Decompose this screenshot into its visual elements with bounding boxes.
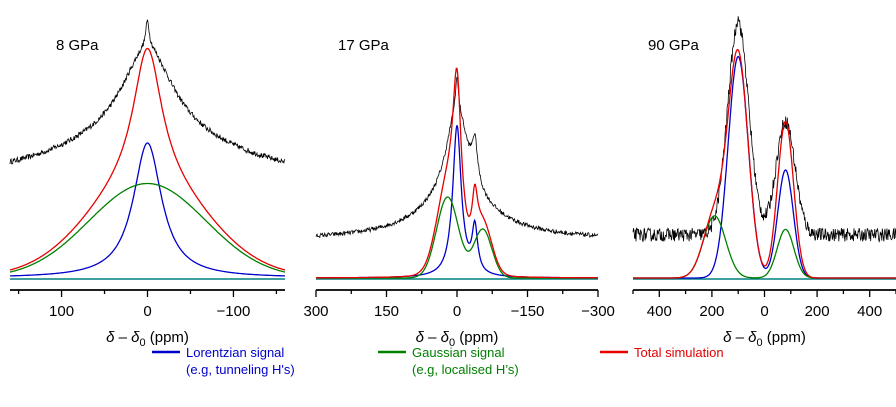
tick-label: 400 [647, 303, 672, 320]
chart-panel-3: 400 200 0 200 400 90 GPa δ – δ0 (ppm) [632, 16, 896, 349]
tick-label: 200 [699, 303, 724, 320]
tick-label: 200 [805, 303, 830, 320]
legend-lorentzian-line2: (e.g, tunneling H's) [186, 362, 295, 377]
experimental-spectrum [315, 76, 599, 239]
tick-label: 300 [303, 303, 328, 320]
x-axis-title: δ – δ0 (ppm) [416, 329, 499, 349]
panel-label: 90 GPa [648, 37, 700, 54]
tick-label: 100 [49, 303, 74, 320]
series-lorentzian [633, 55, 896, 279]
chart-panel-2: 300 150 0 −150 −300 17 GPa δ – δ0 (ppm) [303, 37, 614, 349]
tick-label: −150 [511, 303, 545, 320]
series-gaussian [633, 215, 896, 279]
tick-label: 0 [760, 303, 768, 320]
chart-panel-1: 100 0 −100 8 GPa δ – δ0 (ppm) [9, 19, 286, 349]
series-total [316, 67, 598, 279]
legend-gaussian-line2: (e.g, localised H’s) [412, 362, 519, 377]
legend-total-line1: Total simulation [634, 345, 724, 360]
tick-label: 0 [453, 303, 461, 320]
tick-label: 400 [857, 303, 882, 320]
legend-lorentzian-line1: Lorentzian signal [186, 345, 284, 360]
tick-label: 150 [374, 303, 399, 320]
panel-label: 17 GPa [338, 37, 390, 54]
series-lorentzian [10, 142, 285, 277]
tick-label: 0 [143, 303, 151, 320]
x-axis-title: δ – δ0 (ppm) [723, 329, 806, 349]
x-axis-title: δ – δ0 (ppm) [106, 329, 189, 349]
series-gaussian [316, 196, 598, 279]
panels: 100 0 −100 8 GPa δ – δ0 (ppm) 300 150 0 −150 −300… [9, 16, 896, 349]
legend: Lorentzian signal (e.g, tunneling H's) G… [152, 345, 724, 377]
series-total [633, 48, 896, 279]
experimental-spectrum [632, 16, 896, 243]
experimental-spectrum [9, 19, 286, 165]
tick-label: −300 [581, 303, 615, 320]
panel-label: 8 GPa [56, 37, 99, 54]
legend-gaussian-line1: Gaussian signal [412, 345, 505, 360]
tick-label: −100 [217, 303, 251, 320]
series-total [9, 47, 286, 271]
series-lorentzian [316, 125, 598, 279]
series-gaussian [9, 182, 286, 273]
